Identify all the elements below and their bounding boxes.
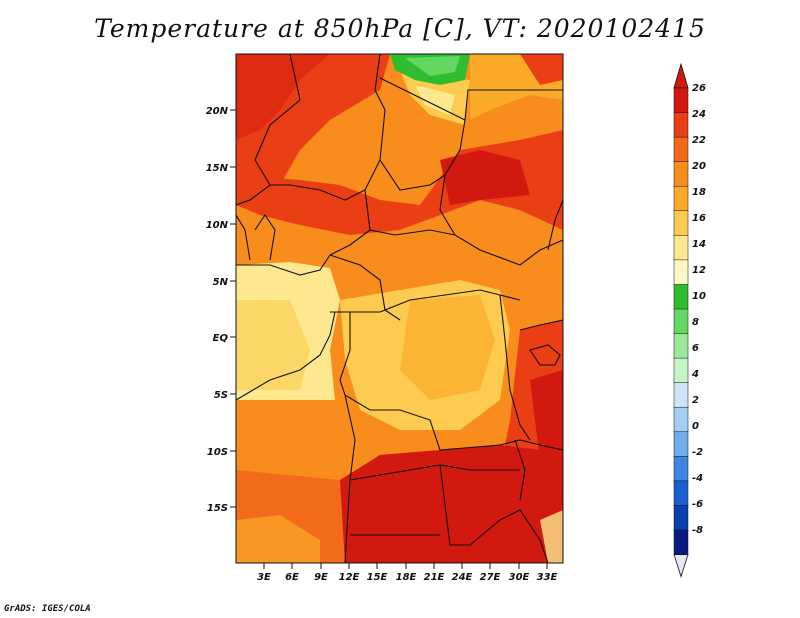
- colorbar-segment: [673, 284, 689, 310]
- colorbar-end-high: [673, 62, 689, 89]
- colorbar-segment: [673, 505, 689, 531]
- colorbar-label: 4: [691, 369, 699, 380]
- lon-label: 24E: [452, 572, 473, 583]
- colorbar-labels: 26 24 22 20 18 16 14 12 10 8 6 4 2 0 -2 …: [691, 83, 706, 536]
- colorbar-segment: [673, 161, 689, 187]
- colorbar-label: 6: [692, 343, 699, 354]
- lat-label: 15S: [207, 503, 228, 514]
- lat-label: 10N: [206, 220, 229, 231]
- colorbar-segment: [673, 406, 689, 433]
- map-title: Temperature at 850hPa [C], VT: 202010241…: [94, 14, 706, 43]
- colorbar-segment: [673, 382, 689, 408]
- lon-label: 3E: [257, 572, 271, 583]
- lat-label: 5S: [214, 390, 228, 401]
- lon-labels: 3E 6E 9E 12E 15E 18E 21E 24E 27E 30E 33E: [257, 572, 557, 583]
- lon-label: 30E: [509, 572, 530, 583]
- lon-label: 21E: [424, 572, 445, 583]
- lat-label: 15N: [206, 163, 229, 174]
- colorbar-label: 18: [692, 187, 706, 198]
- lat-ticks: [230, 109, 236, 508]
- colorbar-label: -2: [692, 447, 703, 458]
- colorbar-segment: [673, 456, 689, 482]
- colorbar-segment: [673, 87, 689, 114]
- lon-label: 27E: [480, 572, 501, 583]
- colorbar-label: 14: [692, 239, 706, 250]
- map-frame: [235, 53, 564, 564]
- colorbar-label: 24: [692, 109, 706, 120]
- colorbar-label: -8: [692, 525, 703, 536]
- colorbar: [673, 62, 689, 578]
- colorbar-label: 20: [692, 161, 706, 172]
- lat-label: 20N: [206, 106, 229, 117]
- colorbar-segment: [673, 480, 689, 507]
- colorbar-label: 22: [692, 135, 706, 146]
- lat-label: 10S: [207, 447, 228, 458]
- colorbar-segment: [673, 308, 689, 335]
- lon-ticks: [263, 563, 548, 569]
- colorbar-segment: [673, 333, 689, 359]
- colorbar-label: -4: [692, 473, 703, 484]
- lon-label: 9E: [314, 572, 328, 583]
- lon-label: 12E: [339, 572, 360, 583]
- colorbar-label: 12: [692, 265, 706, 276]
- temperature-field: [236, 54, 563, 563]
- colorbar-segment: [673, 357, 689, 384]
- colorbar-segment: [673, 259, 689, 286]
- lat-label: 5N: [213, 277, 229, 288]
- country-borders: [236, 54, 563, 563]
- colorbar-segment: [673, 210, 689, 237]
- lon-label: 6E: [285, 572, 299, 583]
- colorbar-label: 10: [692, 291, 706, 302]
- colorbar-end-low: [673, 554, 689, 578]
- grads-credit: GrADS: IGES/COLA: [4, 604, 91, 614]
- lat-label: EQ: [213, 333, 229, 344]
- lat-labels: 20N 15N 10N 5N EQ 5S 10S 15S: [206, 106, 229, 514]
- colorbar-segment: [673, 235, 689, 261]
- colorbar-segment: [673, 185, 689, 212]
- colorbar-label: 0: [692, 421, 699, 432]
- lon-label: 33E: [537, 572, 558, 583]
- lon-label: 18E: [396, 572, 417, 583]
- colorbar-label: 16: [692, 213, 706, 224]
- colorbar-label: -6: [692, 499, 703, 510]
- colorbar-label: 26: [692, 83, 706, 94]
- lon-label: 15E: [367, 572, 388, 583]
- colorbar-segment: [673, 431, 689, 458]
- colorbar-label: 2: [692, 395, 699, 406]
- colorbar-segment: [673, 529, 689, 556]
- colorbar-segment: [673, 136, 689, 163]
- colorbar-segment: [673, 112, 689, 138]
- colorbar-label: 8: [692, 317, 699, 328]
